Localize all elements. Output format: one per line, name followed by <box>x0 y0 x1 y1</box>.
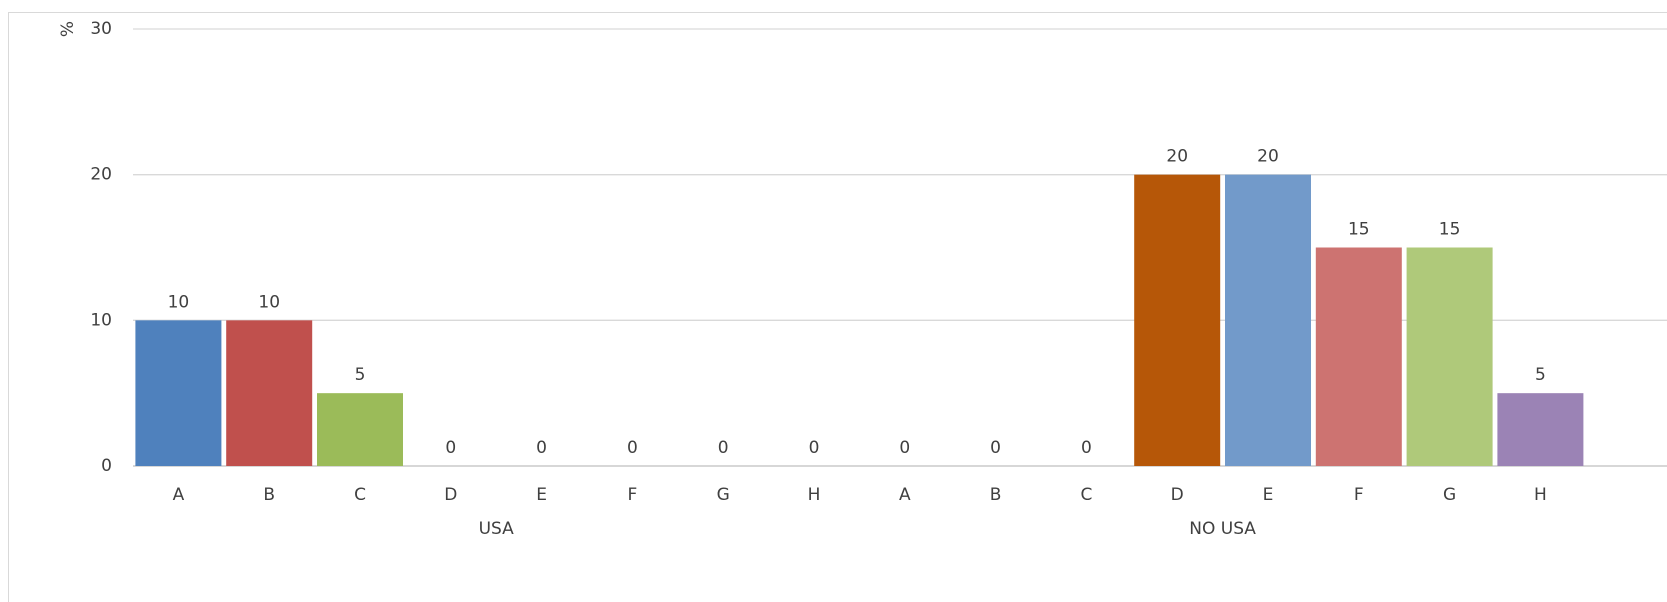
y-tick-label: 0 <box>101 456 112 476</box>
x-category-label: F <box>628 485 638 505</box>
bar-usa-c <box>317 393 403 466</box>
bar-no-usa-d <box>1134 174 1221 466</box>
x-category-label: A <box>899 485 911 505</box>
data-label: 0 <box>445 438 456 458</box>
data-label: 10 <box>168 292 190 312</box>
data-label: 20 <box>1166 147 1188 167</box>
x-category-label: G <box>717 485 730 505</box>
x-category-label: C <box>354 485 366 505</box>
data-label: 10 <box>258 292 280 312</box>
bar-no-usa-h <box>1497 393 1584 466</box>
y-axis-title: % <box>58 21 78 37</box>
data-label: 15 <box>1348 220 1370 240</box>
data-label: 15 <box>1439 220 1461 240</box>
y-tick-label: 10 <box>90 310 112 330</box>
x-category-label: A <box>173 485 185 505</box>
x-category-label: B <box>990 485 1002 505</box>
data-label: 20 <box>1257 147 1279 167</box>
x-group-label: NO USA <box>1189 519 1256 539</box>
bar-no-usa-e <box>1225 174 1311 466</box>
bar-usa-a <box>135 320 222 466</box>
bar-usa-b <box>226 320 313 466</box>
data-label: 0 <box>1081 438 1092 458</box>
bar-no-usa-f <box>1315 247 1402 466</box>
data-label: 0 <box>718 438 729 458</box>
x-axis-group-labels: USA NO USA <box>479 519 1257 539</box>
bars <box>135 174 1584 466</box>
x-category-label: B <box>263 485 275 505</box>
data-label: 5 <box>1535 365 1546 385</box>
x-category-label: H <box>1534 485 1547 505</box>
x-category-label: F <box>1354 485 1364 505</box>
data-labels: 10 10 5 0 0 0 0 0 0 0 0 20 20 15 15 5 <box>168 147 1546 458</box>
x-group-label: USA <box>479 519 515 539</box>
data-label: 5 <box>355 365 366 385</box>
data-label: 0 <box>990 438 1001 458</box>
x-category-label: C <box>1080 485 1092 505</box>
data-label: 0 <box>536 438 547 458</box>
data-label: 0 <box>809 438 820 458</box>
x-category-label: D <box>1171 485 1184 505</box>
y-tick-label: 20 <box>90 165 112 185</box>
x-category-label: D <box>444 485 457 505</box>
x-category-label: G <box>1443 485 1456 505</box>
data-label: 0 <box>899 438 910 458</box>
bar-no-usa-g <box>1406 247 1493 466</box>
y-tick-label: 30 <box>90 19 112 39</box>
x-category-label: H <box>808 485 821 505</box>
chart-frame <box>8 12 1667 602</box>
data-label: 0 <box>627 438 638 458</box>
x-category-label: E <box>1263 485 1274 505</box>
y-axis-ticks: 0 10 20 30 <box>90 19 112 476</box>
x-category-label: E <box>536 485 547 505</box>
